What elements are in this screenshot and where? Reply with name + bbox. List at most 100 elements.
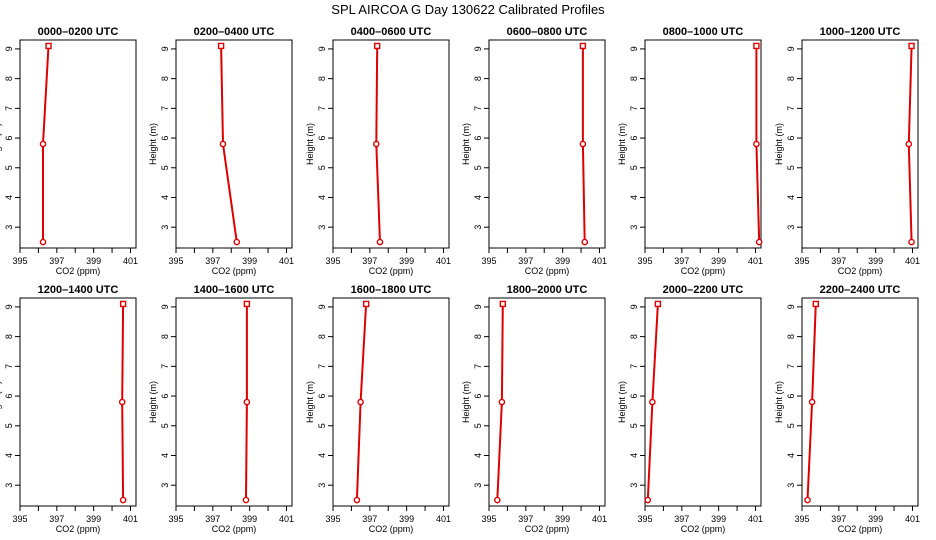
y-tick-label: 5 <box>160 165 170 170</box>
x-tick-label: 401 <box>905 256 920 266</box>
x-axis-label: CO2 (ppm) <box>838 266 883 276</box>
y-tick-label: 7 <box>160 106 170 111</box>
y-tick-label: 3 <box>473 483 483 488</box>
data-point <box>649 398 656 406</box>
x-tick-label: 395 <box>325 256 340 266</box>
y-tick-label: 7 <box>473 364 483 369</box>
y-tick-label: 8 <box>473 334 483 339</box>
y-tick-label: 8 <box>786 76 796 81</box>
data-point <box>243 300 251 308</box>
y-tick-label: 5 <box>4 423 14 428</box>
data-point <box>362 300 370 308</box>
data-point <box>808 398 816 406</box>
x-tick-label: 395 <box>794 514 809 524</box>
y-tick-label: 6 <box>160 136 170 141</box>
x-tick-label: 399 <box>399 514 414 524</box>
y-tick-label: 9 <box>160 46 170 51</box>
panel-title: 1200–1400 UTC <box>38 284 119 296</box>
y-tick-label: 6 <box>317 136 327 141</box>
x-tick-label: 399 <box>242 514 257 524</box>
plot-frame <box>19 297 137 507</box>
y-tick-label: 8 <box>160 334 170 339</box>
x-axis-label: CO2 (ppm) <box>525 524 570 534</box>
y-tick-label: 8 <box>317 334 327 339</box>
profile-panel: 1400–1600 UTC 395 397 399 401 3 4 5 6 7 8 9 CO2 (ppm… <box>148 284 294 534</box>
data-point <box>753 42 760 50</box>
y-tick-label: 7 <box>786 106 796 111</box>
y-tick-label: 3 <box>473 225 483 230</box>
data-point <box>219 140 227 148</box>
x-tick-label: 395 <box>168 514 183 524</box>
data-point <box>233 238 241 246</box>
x-tick-label: 399 <box>711 256 726 266</box>
y-tick-label: 5 <box>786 165 796 170</box>
y-tick-label: 8 <box>317 76 327 81</box>
x-tick-label: 397 <box>831 256 846 266</box>
y-axis-label: Height (m) <box>0 381 2 423</box>
x-axis-label: CO2 (ppm) <box>525 266 570 276</box>
y-tick-label: 4 <box>4 453 14 458</box>
y-tick-label: 9 <box>160 304 170 309</box>
y-tick-label: 9 <box>317 304 327 309</box>
y-tick-label: 7 <box>629 106 639 111</box>
panel-title: 0400–0600 UTC <box>351 26 432 38</box>
x-tick-label: 401 <box>748 256 763 266</box>
x-tick-label: 399 <box>868 514 883 524</box>
y-tick-label: 6 <box>317 394 327 399</box>
data-point <box>119 496 127 504</box>
panel-title: 0200–0400 UTC <box>194 26 275 38</box>
data-point <box>579 140 587 148</box>
x-tick-label: 395 <box>637 514 652 524</box>
plot-frame <box>332 297 450 507</box>
data-point <box>357 398 364 406</box>
x-tick-label: 401 <box>905 514 920 524</box>
y-tick-label: 5 <box>4 165 14 170</box>
x-tick-label: 399 <box>868 256 883 266</box>
x-tick-label: 397 <box>49 514 64 524</box>
x-tick-label: 395 <box>325 514 340 524</box>
panel-title: 2000–2200 UTC <box>663 284 744 296</box>
data-point <box>905 140 913 148</box>
y-tick-label: 4 <box>786 453 796 458</box>
y-tick-label: 7 <box>473 106 483 111</box>
data-point <box>243 398 251 406</box>
x-axis-label: CO2 (ppm) <box>369 524 414 534</box>
panel-title: 0600–0800 UTC <box>507 26 588 38</box>
y-tick-label: 5 <box>473 165 483 170</box>
data-point <box>499 300 507 308</box>
plot-frame <box>175 297 293 507</box>
y-tick-label: 4 <box>629 453 639 458</box>
y-tick-label: 5 <box>786 423 796 428</box>
x-tick-label: 399 <box>711 514 726 524</box>
y-tick-label: 7 <box>317 106 327 111</box>
y-tick-label: 9 <box>473 46 483 51</box>
x-tick-label: 401 <box>123 514 138 524</box>
panel-title: 2200–2400 UTC <box>820 284 901 296</box>
y-tick-label: 9 <box>629 46 639 51</box>
y-tick-label: 9 <box>786 46 796 51</box>
y-tick-label: 4 <box>317 195 327 200</box>
plot-frame <box>488 297 606 507</box>
y-axis-label: Height (m) <box>617 381 627 423</box>
x-tick-label: 395 <box>12 514 27 524</box>
y-axis-label: Height (m) <box>774 123 784 165</box>
y-tick-label: 9 <box>4 46 14 51</box>
plot-frame <box>19 39 137 249</box>
y-tick-label: 8 <box>473 76 483 81</box>
x-axis-label: CO2 (ppm) <box>56 266 101 276</box>
data-point <box>353 496 361 504</box>
data-point <box>579 42 587 50</box>
x-axis-label: CO2 (ppm) <box>56 524 101 534</box>
data-point <box>372 140 380 148</box>
panel-title: 0800–1000 UTC <box>663 26 744 38</box>
x-tick-label: 399 <box>242 256 257 266</box>
x-tick-label: 397 <box>362 256 377 266</box>
y-tick-label: 5 <box>629 165 639 170</box>
profile-panel: 1600–1800 UTC 395 397 399 401 3 4 5 6 7 8 9 CO2 (ppm… <box>305 284 451 534</box>
profile-panel: 2000–2200 UTC 395 397 399 401 3 4 5 6 7 8 9 CO2 (ppm… <box>617 284 763 534</box>
profile-panel: 0400–0600 UTC 395 397 399 401 3 4 5 6 7 8 9 CO2 (ppm… <box>305 26 451 276</box>
plot-frame <box>488 39 606 249</box>
x-tick-label: 397 <box>831 514 846 524</box>
profile-panel: 0800–1000 UTC 395 397 399 401 3 4 5 6 7 8 9 CO2 (ppm… <box>617 26 763 276</box>
y-tick-label: 4 <box>786 195 796 200</box>
